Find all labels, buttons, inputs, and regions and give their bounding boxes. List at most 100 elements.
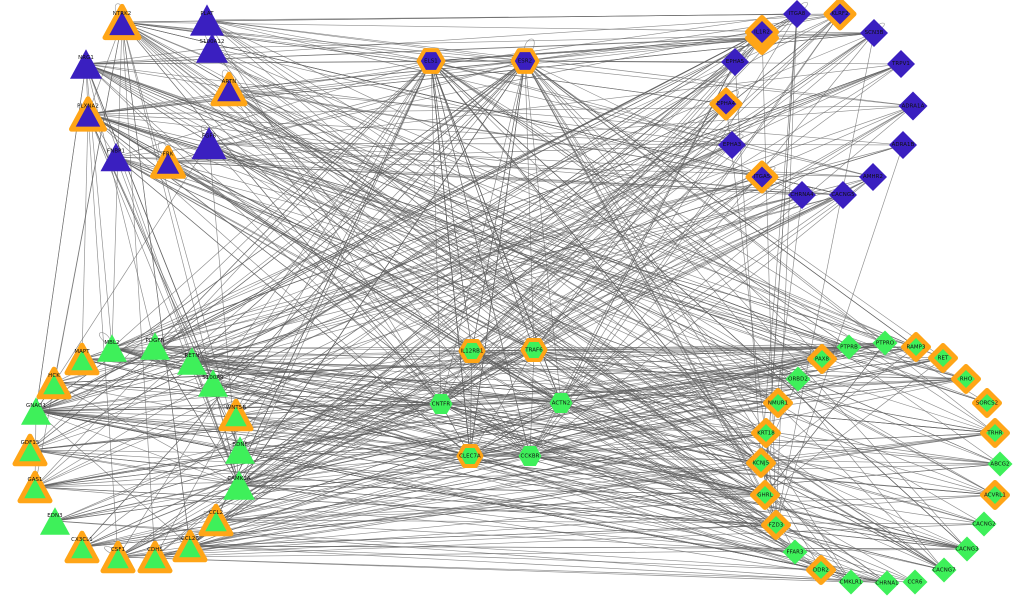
graph-node-els1[interactable]: ELS1 [413, 43, 450, 80]
graph-edge [167, 161, 803, 196]
graph-edge [469, 432, 767, 457]
graph-node-s100a12[interactable]: S100A12 [194, 30, 230, 66]
graph-node-ntrk2[interactable]: NTRK2 [98, 0, 146, 46]
graph-edge [121, 21, 886, 344]
graph-node-gnao1[interactable]: GNAO1 [19, 394, 53, 428]
graph-edge [35, 345, 156, 412]
graph-edge [121, 21, 944, 359]
graph-node-il12rb1[interactable]: IL12RB1 [455, 334, 490, 369]
graph-node-epha5[interactable]: EPHA5 [719, 46, 751, 78]
graph-node-artn[interactable]: ARTN [206, 66, 252, 112]
graph-edge [81, 358, 471, 457]
graph-edge [764, 13, 798, 496]
graph-edge [471, 31, 763, 352]
graph-edge [29, 449, 240, 486]
graph-node-chrna4[interactable]: CHRNA4 [786, 179, 818, 211]
graph-edge [430, 60, 471, 457]
graph-node-cntfr[interactable]: CNTFR [428, 391, 455, 418]
graph-edge [235, 60, 526, 416]
graph-node-pdgfb[interactable]: PDGFB [138, 329, 172, 363]
graph-node-abcg2[interactable]: ABCG2 [986, 450, 1015, 479]
graph-edge [191, 144, 733, 362]
graph-edge [430, 60, 996, 434]
graph-node-gas1[interactable]: GAS1 [13, 465, 57, 509]
graph-edge [191, 346, 917, 362]
graph-edge [239, 378, 799, 451]
graph-edge [560, 13, 841, 404]
graph-edge [85, 60, 526, 65]
graph-node-trpv1[interactable]: TRPV1 [885, 48, 917, 80]
graph-node-clec7a[interactable]: CLEC7A [453, 439, 488, 474]
graph-edge [111, 13, 841, 349]
graph-edge [430, 60, 762, 464]
graph-edge [189, 545, 888, 584]
graph-node-plxna2[interactable]: PLXNA2 [65, 91, 112, 138]
graph-node-nrg1[interactable]: NRG1 [68, 46, 104, 82]
graph-edge [81, 432, 767, 548]
graph-edge [430, 60, 473, 352]
graph-edge [529, 455, 968, 550]
graph-edge [471, 37, 763, 352]
graph-edge [215, 494, 996, 521]
graph-edge [238, 60, 432, 486]
graph-node-wnt5b[interactable]: WNT5B [214, 393, 258, 437]
graph-edge [430, 60, 733, 146]
graph-edge [85, 63, 156, 347]
graph-node-ptpro[interactable]: PTPRO [871, 329, 900, 358]
graph-node-cacng5[interactable]: CACNG5 [827, 179, 859, 211]
graph-edge [167, 161, 762, 464]
graph-edge [115, 156, 796, 553]
graph-edge [117, 32, 875, 558]
graph-node-itga8[interactable]: ITGA8 [781, 0, 813, 30]
graph-edge [529, 176, 874, 457]
graph-node-ddr2[interactable]: DDR2 [802, 551, 841, 590]
graph-edge [239, 194, 844, 451]
graph-edge [235, 103, 727, 416]
graph-edge [81, 358, 967, 380]
graph-node-chrna1[interactable]: CHRNA1 [873, 569, 902, 598]
graph-edge [191, 360, 562, 404]
graph-edge [85, 63, 779, 404]
graph-edge [191, 360, 996, 434]
graph-edge [211, 47, 796, 553]
graph-edge [85, 63, 531, 457]
graph-edge [533, 346, 850, 351]
graph-edge [167, 161, 967, 380]
graph-node-fgf6[interactable]: FGF6 [190, 124, 229, 163]
graph-node-epha4[interactable]: EPHA4 [705, 83, 747, 125]
graph-edge [440, 378, 799, 405]
graph-node-actn2[interactable]: ACTN2 [548, 390, 575, 417]
graph-node-bdnf[interactable]: BDNF [223, 433, 257, 467]
graph-edge [189, 402, 562, 547]
graph-edge [29, 449, 471, 457]
graph-node-esr2[interactable]: ESR2 [507, 43, 544, 80]
graph-edge [430, 37, 763, 62]
graph-node-klrf2[interactable]: KLRF2 [819, 0, 861, 35]
graph-node-fnbp1[interactable]: FNBP1 [99, 140, 134, 175]
graph-edge [215, 519, 985, 525]
graph-node-trhr[interactable]: TRHR [976, 414, 1015, 453]
graph-edge [117, 556, 916, 583]
graph-node-cdh5[interactable]: CDH5 [133, 535, 177, 579]
graph-edge [53, 382, 240, 486]
graph-edge [35, 410, 916, 583]
graph-node-frk[interactable]: FRK [146, 140, 191, 185]
graph-edge [29, 103, 727, 451]
graph-node-cmklr1[interactable]: CMKLR1 [837, 568, 866, 597]
graph-edge [117, 403, 442, 558]
graph-node-cckbr[interactable]: CCKBR [517, 443, 544, 470]
graph-node-traf6[interactable]: TRAF6 [517, 333, 552, 368]
graph-edge [85, 63, 850, 348]
graph-node-cacng7[interactable]: CACNG7 [930, 556, 959, 585]
graph-edge [54, 350, 473, 522]
graph-node-scn3b[interactable]: SCN3B [858, 17, 890, 49]
graph-edge [524, 60, 852, 583]
graph-node-adra1b[interactable]: ADRA1B [887, 129, 919, 161]
graph-edge [87, 113, 777, 526]
graph-edge [117, 556, 852, 583]
graph-node-amhr2[interactable]: AMHR2 [857, 161, 889, 193]
graph-node-itga5[interactable]: ITGA5 [741, 156, 783, 198]
graph-node-adra1a[interactable]: ADRA1A [897, 90, 930, 123]
graph-edge [35, 410, 762, 464]
graph-node-ccr6[interactable]: CCR6 [901, 568, 930, 597]
